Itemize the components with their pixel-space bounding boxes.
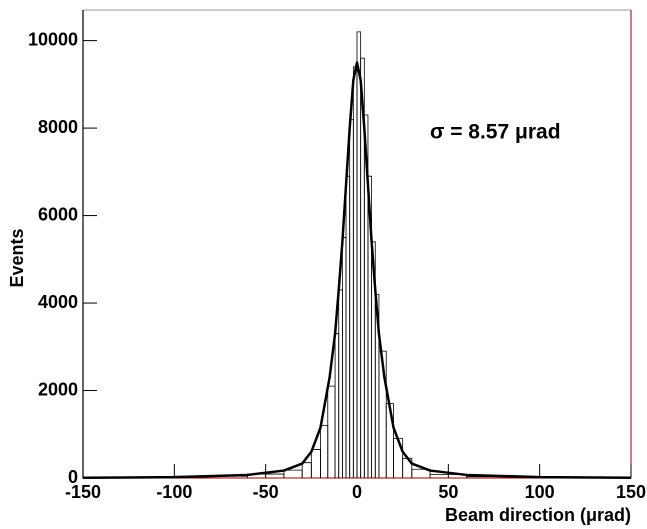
- histogram-bin: [338, 289, 343, 478]
- histogram-bin: [352, 66, 358, 478]
- y-tick-label: 4000: [38, 292, 78, 312]
- x-tick-label: 100: [525, 482, 555, 502]
- x-tick-label: 0: [352, 482, 362, 502]
- histogram-bin: [334, 333, 340, 478]
- x-tick-label: -50: [253, 482, 279, 502]
- histogram-bin: [349, 118, 354, 478]
- y-tick-label: 6000: [38, 204, 78, 224]
- fit-curve: [82, 61, 632, 480]
- histogram-bin: [301, 462, 312, 478]
- histogram-bin: [320, 425, 329, 478]
- histogram-bin: [310, 449, 321, 478]
- x-tick-label: 150: [616, 482, 646, 502]
- x-axis-label: Beam direction (μrad): [445, 505, 631, 525]
- x-tick-label: -100: [156, 482, 192, 502]
- y-tick-label: 0: [68, 467, 78, 487]
- y-tick-label: 2000: [38, 379, 78, 399]
- y-axis-label: Events: [7, 228, 27, 287]
- histogram-bin: [393, 438, 404, 478]
- x-tick-label: -150: [65, 482, 101, 502]
- annotation: σ = 8.57 μrad: [430, 121, 561, 144]
- histogram-bin: [345, 175, 351, 478]
- y-tick-label: 10000: [28, 29, 78, 49]
- histogram-bin: [411, 468, 431, 478]
- histogram-bin: [341, 237, 347, 478]
- x-tick-label: 50: [438, 482, 458, 502]
- histogram-bin: [327, 385, 336, 478]
- histogram-bin: [283, 469, 303, 478]
- histogram-bin: [429, 474, 467, 478]
- histogram-bin: [356, 31, 362, 478]
- y-tick-label: 8000: [38, 117, 78, 137]
